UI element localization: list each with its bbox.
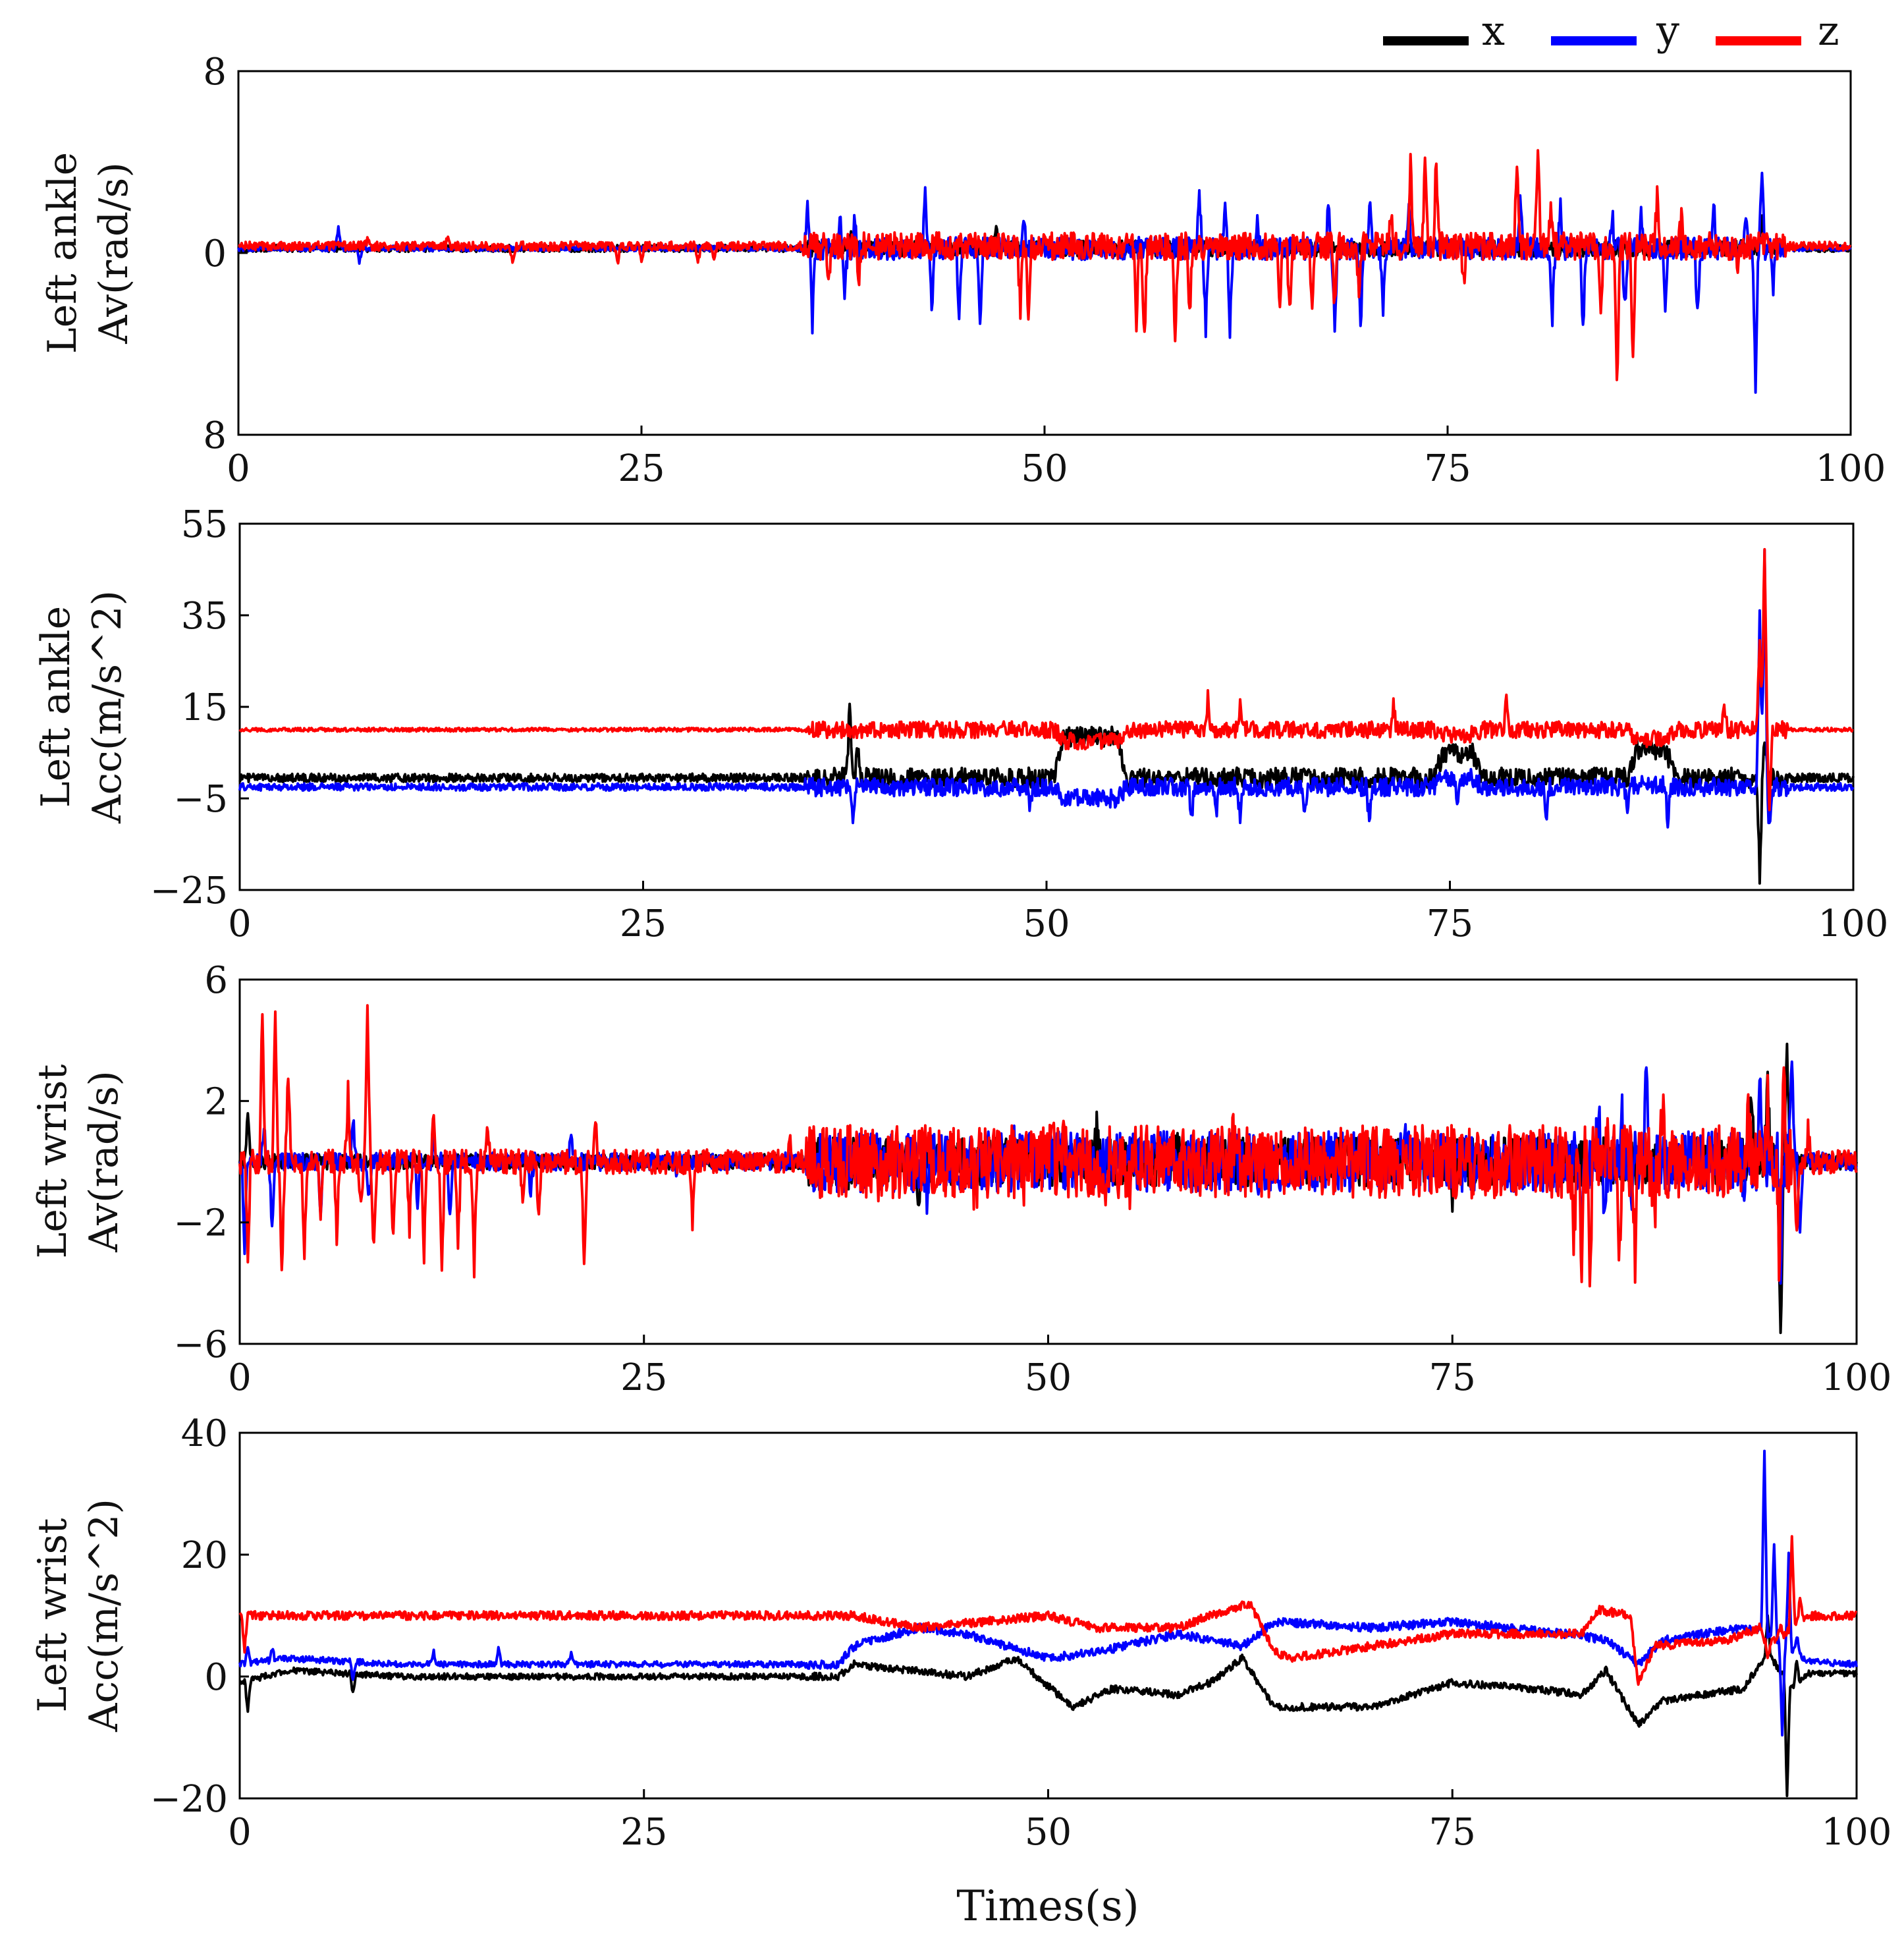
series-line-z [238,1004,1858,1288]
y-tick-label: 20 [181,1534,228,1577]
series-line-y [238,548,1855,829]
y-tick-label: 40 [181,1412,228,1455]
x-tick-label: 25 [620,1356,667,1399]
y-axis-label-line1: Left ankle [33,606,79,808]
plot-frame [238,522,1855,891]
tick-layer: 6 2 −2 −60 25 50 75 100 [173,959,1891,1399]
series-layer [238,547,1855,885]
y-tick-label: 8 [203,51,227,94]
series-line-z [238,547,1854,812]
y-tick-label: −2 [173,1202,228,1245]
y-tick-label: 2 [204,1080,228,1123]
y-axis-label-line1: Left wrist [30,1065,76,1259]
x-tick-label: 100 [1818,902,1889,945]
y-tick-label: 0 [203,233,227,275]
x-tick-label: 0 [228,902,252,945]
legend-label-x: x [1482,7,1505,55]
series-layer [237,149,1852,394]
y-tick-label: 35 [181,595,228,638]
x-axis-label: Times(s) [956,1882,1139,1931]
x-tick-label: 75 [1429,1356,1476,1399]
x-tick-label: 0 [227,447,250,490]
y-tick-label: −20 [150,1778,228,1821]
tick-layer: 55 35 15 −5 −250 25 50 75 100 [150,503,1889,945]
x-tick-label: 75 [1427,902,1473,945]
panel-left-wrist-av: 6 2 −2 −60 25 50 75 100 Left wrist Av(rad/s) [30,959,1891,1399]
x-tick-label: 50 [1025,1356,1072,1399]
series-line-y [237,171,1852,394]
y-tick-label: 0 [204,1656,228,1699]
series-layer [238,1004,1858,1335]
x-tick-label: 50 [1023,902,1070,945]
legend-label-z: z [1818,7,1839,55]
x-tick-label: 25 [620,902,666,945]
series-layer [238,1449,1858,1798]
series-line-x [238,1042,1858,1335]
y-tick-label: 8 [203,414,227,457]
y-axis-label-line2: Acc(m/s^2) [81,1499,127,1733]
panel-left-ankle-acc: 55 35 15 −5 −250 25 50 75 100 Left ankle Acc(m/s… [33,503,1888,945]
y-axis-label-line2: Acc(m/s^2) [84,590,130,824]
legend: x y z [1383,7,1839,55]
series-line-y [238,1449,1858,1737]
y-tick-label: 15 [181,686,228,729]
x-tick-label: 25 [620,1811,667,1854]
x-tick-label: 25 [618,447,665,490]
series-line-z [238,149,1852,381]
legend-label-y: y [1656,7,1679,55]
x-tick-label: 75 [1424,447,1471,490]
y-tick-label: −25 [150,870,228,912]
y-tick-label: −5 [173,778,228,821]
series-line-x [238,702,1855,885]
y-tick-label: −6 [173,1323,228,1366]
y-axis-label-line2: Av(rad/s) [91,162,137,344]
y-axis-label-line2: Av(rad/s) [81,1070,127,1252]
x-tick-label: 75 [1429,1811,1476,1854]
x-tick-label: 50 [1025,1811,1072,1854]
y-axis-label-line1: Left ankle [40,152,86,354]
y-axis-label-line1: Left wrist [30,1518,76,1713]
x-tick-label: 0 [228,1811,252,1854]
x-tick-label: 100 [1816,447,1886,490]
x-tick-label: 50 [1021,447,1068,490]
series-line-z [238,1535,1858,1686]
x-tick-label: 100 [1822,1811,1892,1854]
x-tick-label: 100 [1822,1356,1892,1399]
y-tick-label: 55 [181,503,228,546]
series-line-x [238,1614,1858,1798]
y-tick-label: 6 [204,959,228,1002]
x-tick-label: 0 [228,1356,252,1399]
